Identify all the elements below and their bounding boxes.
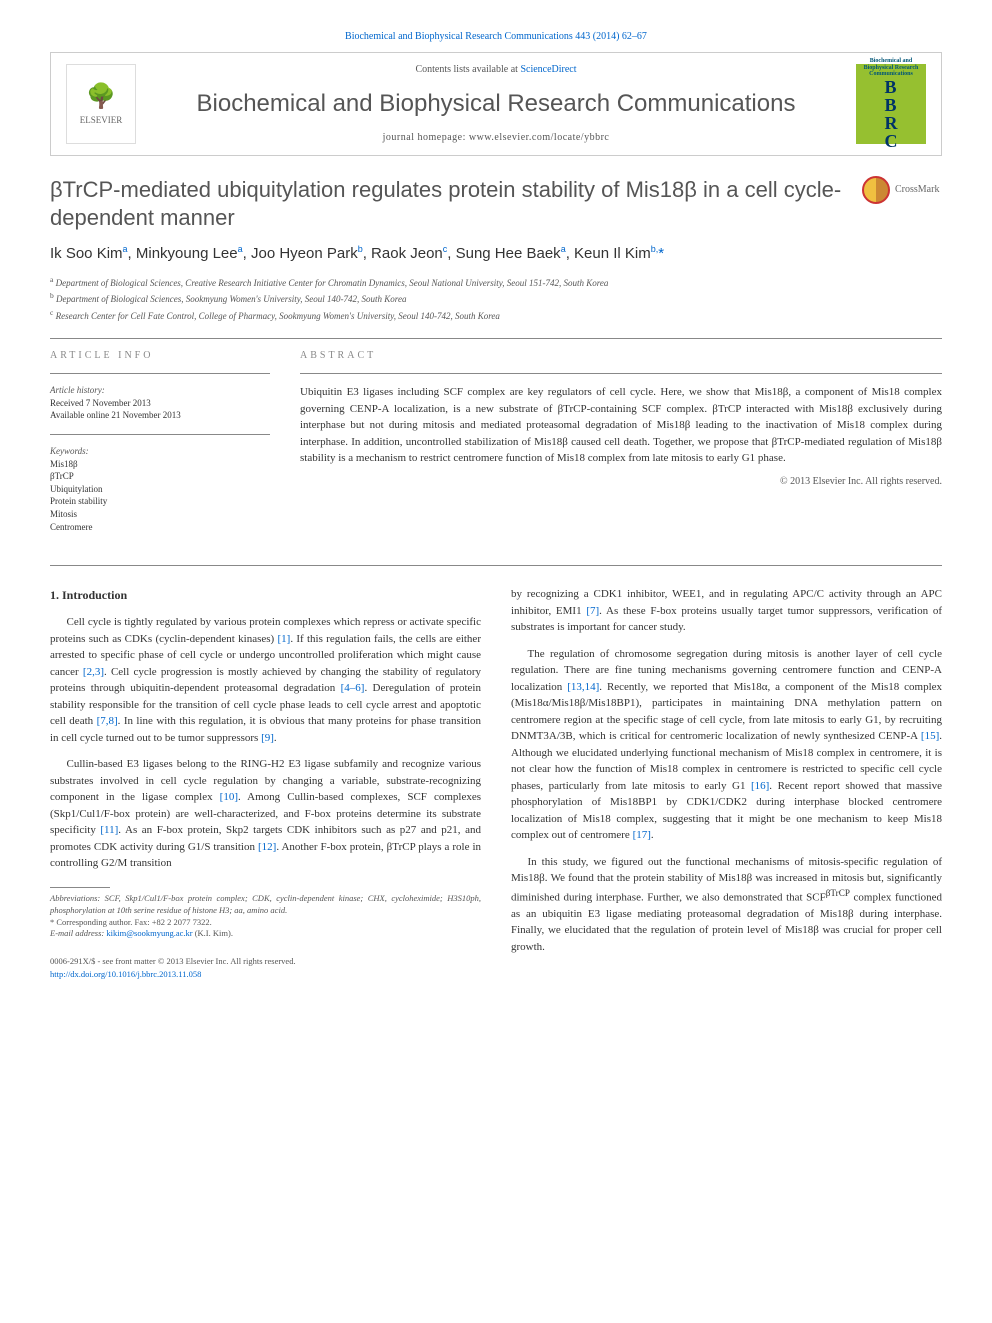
- email-link[interactable]: kikim@sookmyung.ac.kr: [106, 928, 192, 938]
- body-paragraph: The regulation of chromosome segregation…: [511, 646, 942, 844]
- body-paragraph: In this study, we figured out the functi…: [511, 854, 942, 956]
- elsevier-label: ELSEVIER: [80, 114, 123, 127]
- keyword: βTrCP: [50, 470, 270, 483]
- footer-bottom: 0006-291X/$ - see front matter © 2013 El…: [50, 955, 481, 981]
- divider: [50, 565, 942, 566]
- journal-header: 🌳 ELSEVIER Contents lists available at S…: [50, 52, 942, 156]
- keyword: Mitosis: [50, 508, 270, 521]
- divider: [50, 338, 942, 339]
- online-date: Available online 21 November 2013: [50, 409, 270, 422]
- contents-lists-line: Contents lists available at ScienceDirec…: [136, 63, 856, 77]
- homepage-url[interactable]: www.elsevier.com/locate/ybbrc: [469, 132, 609, 143]
- email-note: E-mail address: kikim@sookmyung.ac.kr (K…: [50, 928, 481, 940]
- keyword: Mis18β: [50, 458, 270, 471]
- affiliation-line: a Department of Biological Sciences, Cre…: [50, 274, 942, 291]
- journal-reference-link[interactable]: Biochemical and Biophysical Research Com…: [50, 30, 942, 44]
- crossmark-label: CrossMark: [895, 183, 939, 197]
- crossmark-icon: [862, 176, 890, 204]
- section-heading-intro: 1. Introduction: [50, 586, 481, 604]
- body-paragraph: Cullin-based E3 ligases belong to the RI…: [50, 756, 481, 872]
- received-date: Received 7 November 2013: [50, 397, 270, 410]
- left-column: 1. Introduction Cell cycle is tightly re…: [50, 586, 481, 981]
- issn-line: 0006-291X/$ - see front matter © 2013 El…: [50, 955, 481, 968]
- divider: [50, 434, 270, 435]
- citation-link[interactable]: [9]: [261, 732, 274, 744]
- citation-link[interactable]: [16]: [751, 780, 769, 792]
- keyword: Protein stability: [50, 495, 270, 508]
- citation-link[interactable]: [2,3]: [83, 666, 104, 678]
- elsevier-tree-icon: 🌳: [86, 81, 116, 115]
- citation-link[interactable]: [10]: [220, 791, 238, 803]
- journal-homepage-line: journal homepage: www.elsevier.com/locat…: [136, 131, 856, 145]
- body-paragraph: Cell cycle is tightly regulated by vario…: [50, 614, 481, 746]
- sciencedirect-link[interactable]: ScienceDirect: [520, 64, 576, 75]
- authors-list: Ik Soo Kima, Minkyoung Leea, Joo Hyeon P…: [50, 243, 942, 264]
- footnotes: Abbreviations: SCF, Skp1/Cul1/F-box prot…: [50, 887, 481, 941]
- affiliation-line: c Research Center for Cell Fate Control,…: [50, 307, 942, 324]
- crossmark-badge[interactable]: CrossMark: [862, 176, 942, 204]
- keyword: Ubiquitylation: [50, 483, 270, 496]
- citation-link[interactable]: [15]: [921, 730, 939, 742]
- elsevier-logo: 🌳 ELSEVIER: [66, 64, 136, 144]
- citation-link[interactable]: [7,8]: [97, 715, 118, 727]
- keyword: Centromere: [50, 521, 270, 534]
- abstract-copyright: © 2013 Elsevier Inc. All rights reserved…: [300, 475, 942, 489]
- body-paragraph: by recognizing a CDK1 inhibitor, WEE1, a…: [511, 586, 942, 636]
- article-history-label: Article history:: [50, 384, 270, 397]
- affiliations: a Department of Biological Sciences, Cre…: [50, 274, 942, 324]
- keywords-label: Keywords:: [50, 445, 270, 458]
- citation-link[interactable]: [17]: [633, 829, 651, 841]
- citation-link[interactable]: [1]: [277, 633, 290, 645]
- abstract-text: Ubiquitin E3 ligases including SCF compl…: [300, 384, 942, 467]
- citation-link[interactable]: [11]: [100, 824, 118, 836]
- article-info-column: ARTICLE INFO Article history: Received 7…: [50, 349, 270, 545]
- citation-link[interactable]: [4–6]: [341, 682, 365, 694]
- abbreviations-note: Abbreviations: SCF, Skp1/Cul1/F-box prot…: [50, 893, 481, 917]
- article-info-heading: ARTICLE INFO: [50, 349, 270, 363]
- citation-link[interactable]: [13,14]: [567, 681, 599, 693]
- doi-link[interactable]: http://dx.doi.org/10.1016/j.bbrc.2013.11…: [50, 969, 201, 979]
- article-title: βTrCP-mediated ubiquitylation regulates …: [50, 176, 862, 233]
- journal-name: Biochemical and Biophysical Research Com…: [136, 87, 856, 121]
- footnote-divider: [50, 887, 110, 888]
- bbrc-cover-icon: Biochemical and Biophysical Research Com…: [856, 64, 926, 144]
- bbrc-letters: BBRC: [885, 78, 898, 150]
- divider: [50, 373, 270, 374]
- citation-link[interactable]: [7]: [586, 605, 599, 617]
- bbrc-caption: Biochemical and Biophysical Research Com…: [856, 58, 926, 78]
- divider: [300, 373, 942, 374]
- abstract-heading: ABSTRACT: [300, 349, 942, 363]
- affiliation-line: b Department of Biological Sciences, Soo…: [50, 290, 942, 307]
- abstract-column: ABSTRACT Ubiquitin E3 ligases including …: [300, 349, 942, 545]
- right-column: by recognizing a CDK1 inhibitor, WEE1, a…: [511, 586, 942, 981]
- citation-link[interactable]: [12]: [258, 841, 276, 853]
- corresponding-author-note: * Corresponding author. Fax: +82 2 2077 …: [50, 917, 481, 929]
